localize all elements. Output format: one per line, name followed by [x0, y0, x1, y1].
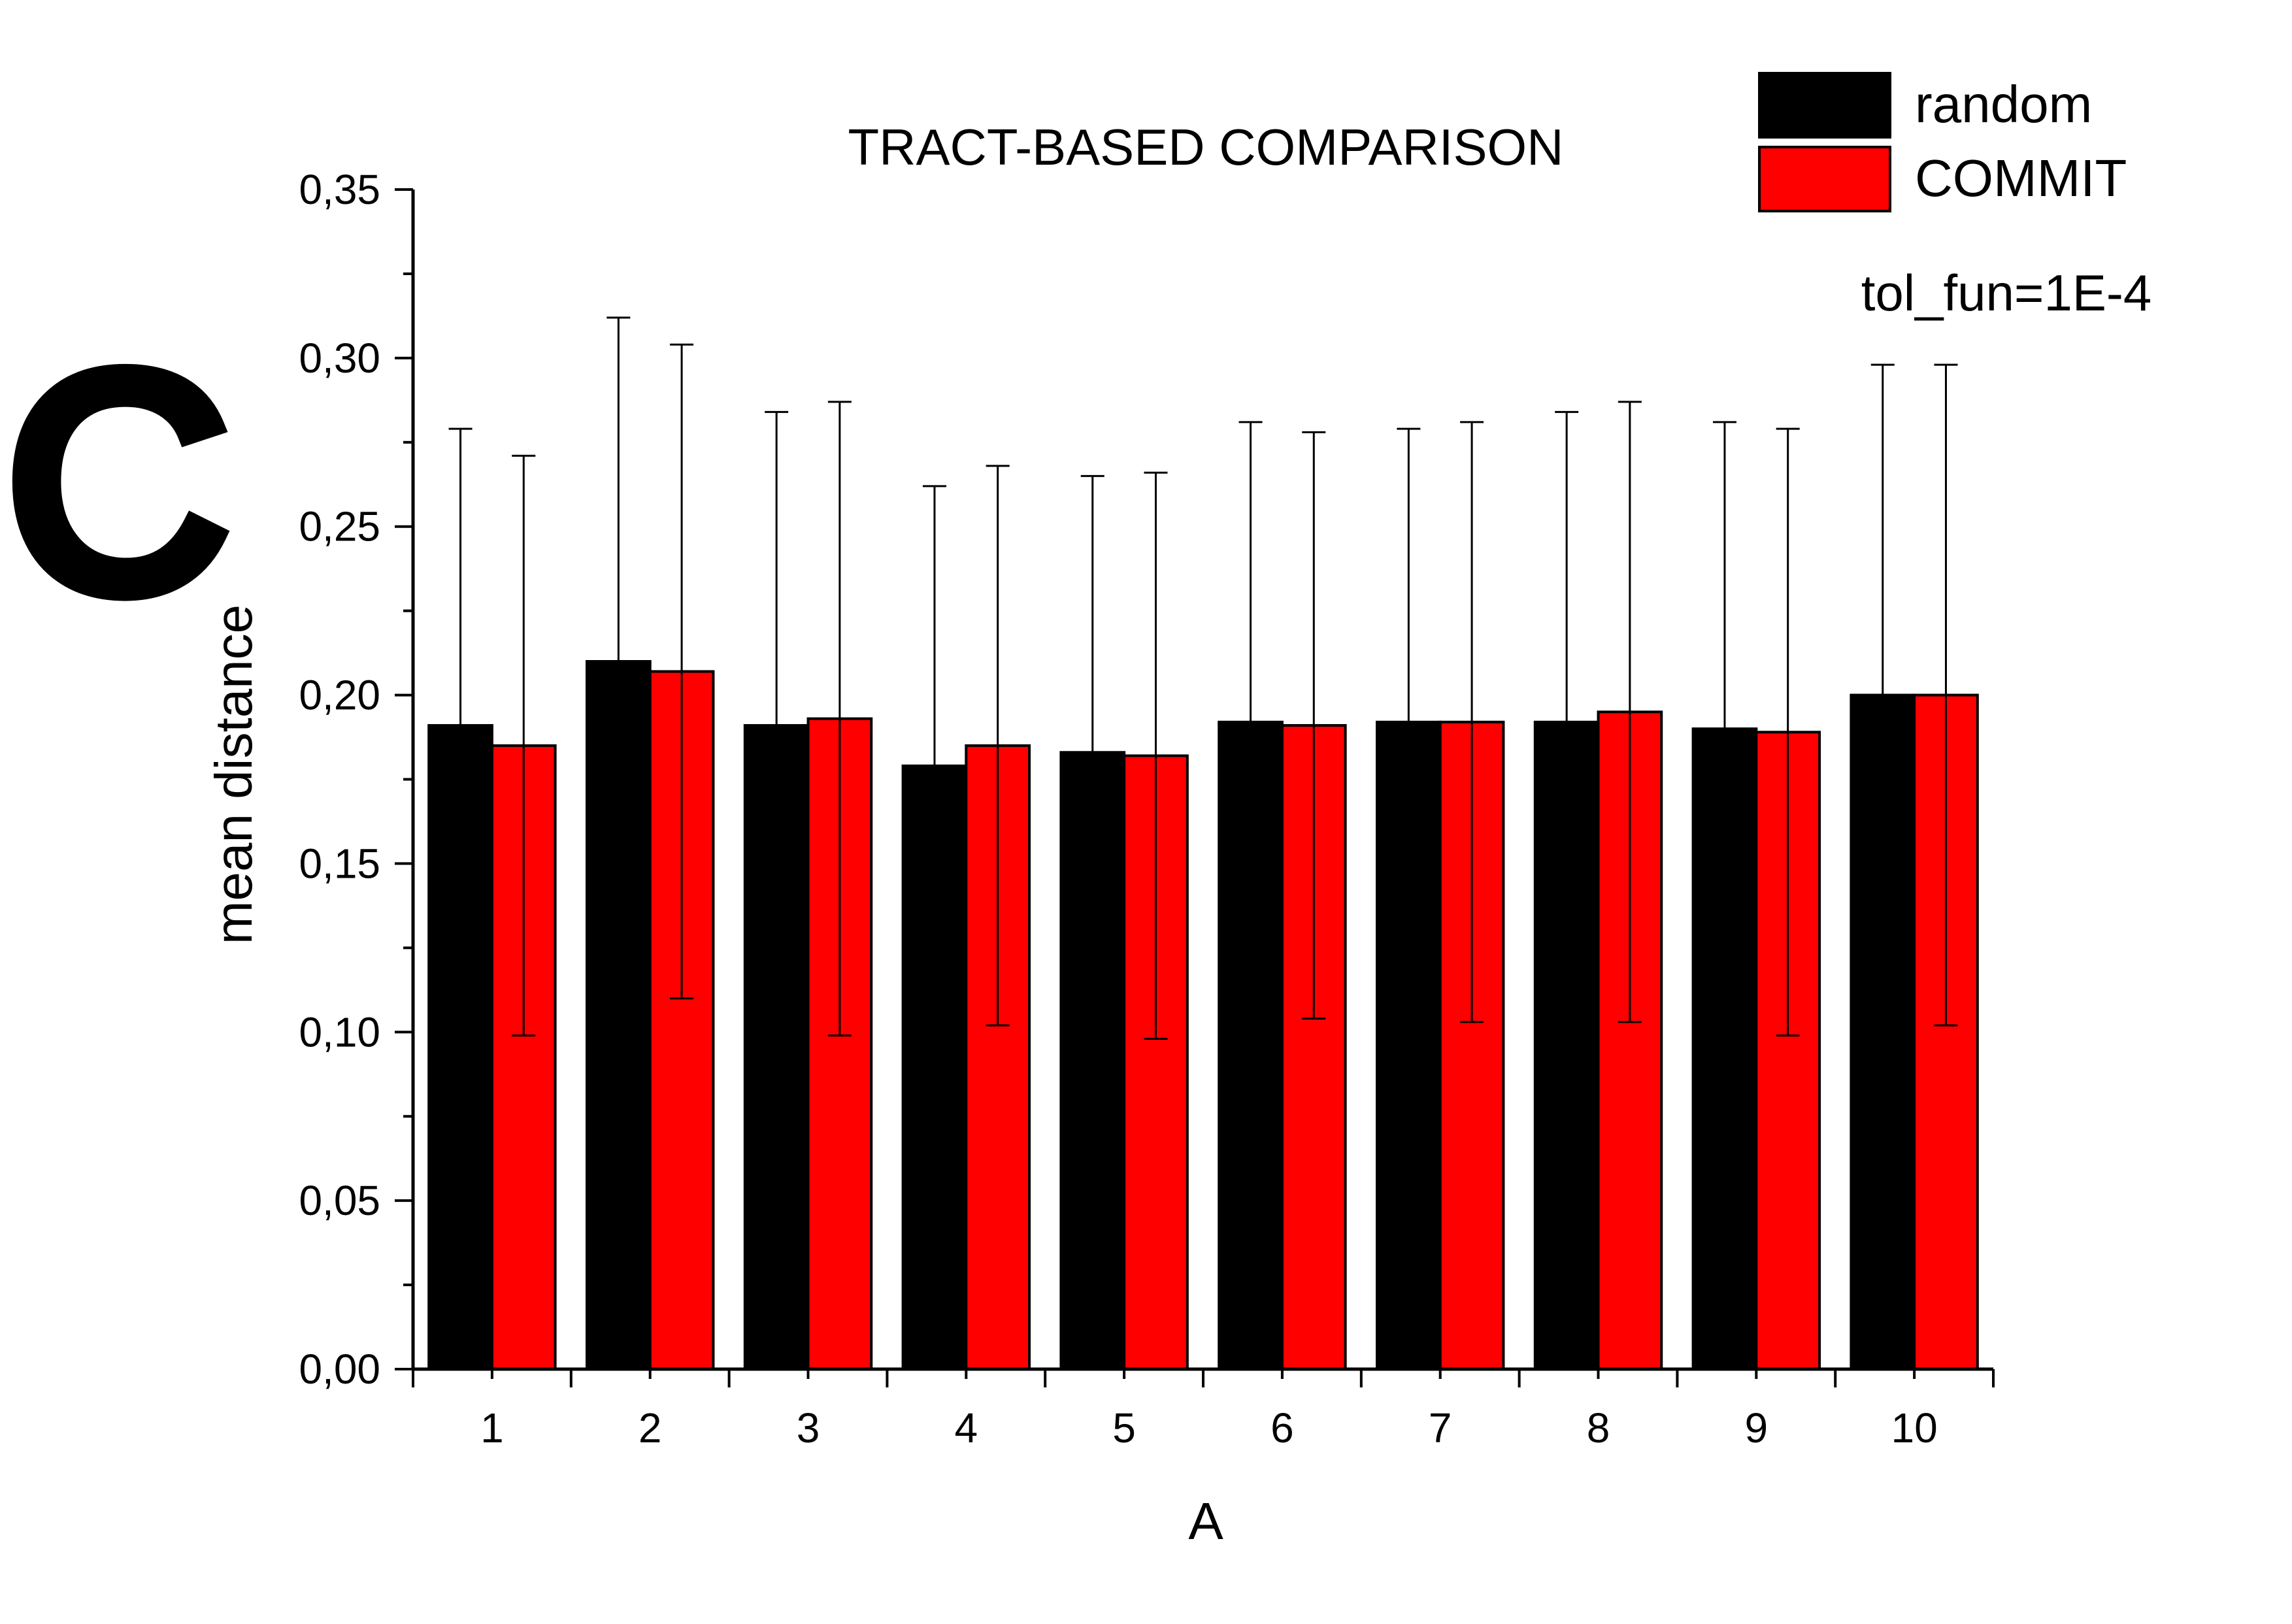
x-tick-label-4: 4	[955, 1404, 978, 1451]
x-tick-label-6: 6	[1271, 1404, 1294, 1451]
x-tick-label-7: 7	[1429, 1404, 1452, 1451]
y-tick-label: 0,00	[299, 1346, 380, 1393]
legend-label-commit: COMMIT	[1915, 149, 2127, 207]
x-tick-label-8: 8	[1587, 1404, 1610, 1451]
legend-label-random: random	[1915, 75, 2092, 133]
y-tick-label: 0,35	[299, 166, 380, 213]
x-tick-label-10: 10	[1891, 1404, 1938, 1451]
bar-commit-6	[1280, 723, 1347, 1370]
legend-swatch-random	[1758, 72, 1891, 139]
legend-swatch-commit	[1758, 146, 1891, 212]
tolerance-annotation: tol_fun=1E-4	[1861, 264, 2152, 322]
x-tick-label-2: 2	[639, 1404, 662, 1451]
y-tick-label: 0,15	[299, 840, 380, 887]
x-tick-label-5: 5	[1112, 1404, 1136, 1451]
y-tick-label: 0,30	[299, 335, 380, 382]
chart-title: TRACT-BASED COMPARISON	[848, 118, 1563, 176]
y-tick-label: 0,05	[299, 1177, 380, 1224]
y-tick-label: 0,10	[299, 1008, 380, 1055]
y-tick-label: 0,25	[299, 503, 380, 550]
x-tick-label-9: 9	[1745, 1404, 1769, 1451]
y-tick-label: 0,20	[299, 672, 380, 719]
plot-area: 0,00 0,05 0,10 0,15 0,20 0,25 0,30 0,35 1 2 3 4 5 6 7 8…	[299, 166, 1995, 1451]
y-axis-label: mean distance	[205, 605, 263, 944]
x-axis-label: A	[1188, 1492, 1223, 1550]
panel-letter: C	[7, 310, 228, 654]
legend: random COMMIT	[1758, 72, 2127, 212]
x-tick-label-3: 3	[797, 1404, 820, 1451]
x-tick-label-1: 1	[480, 1404, 504, 1451]
